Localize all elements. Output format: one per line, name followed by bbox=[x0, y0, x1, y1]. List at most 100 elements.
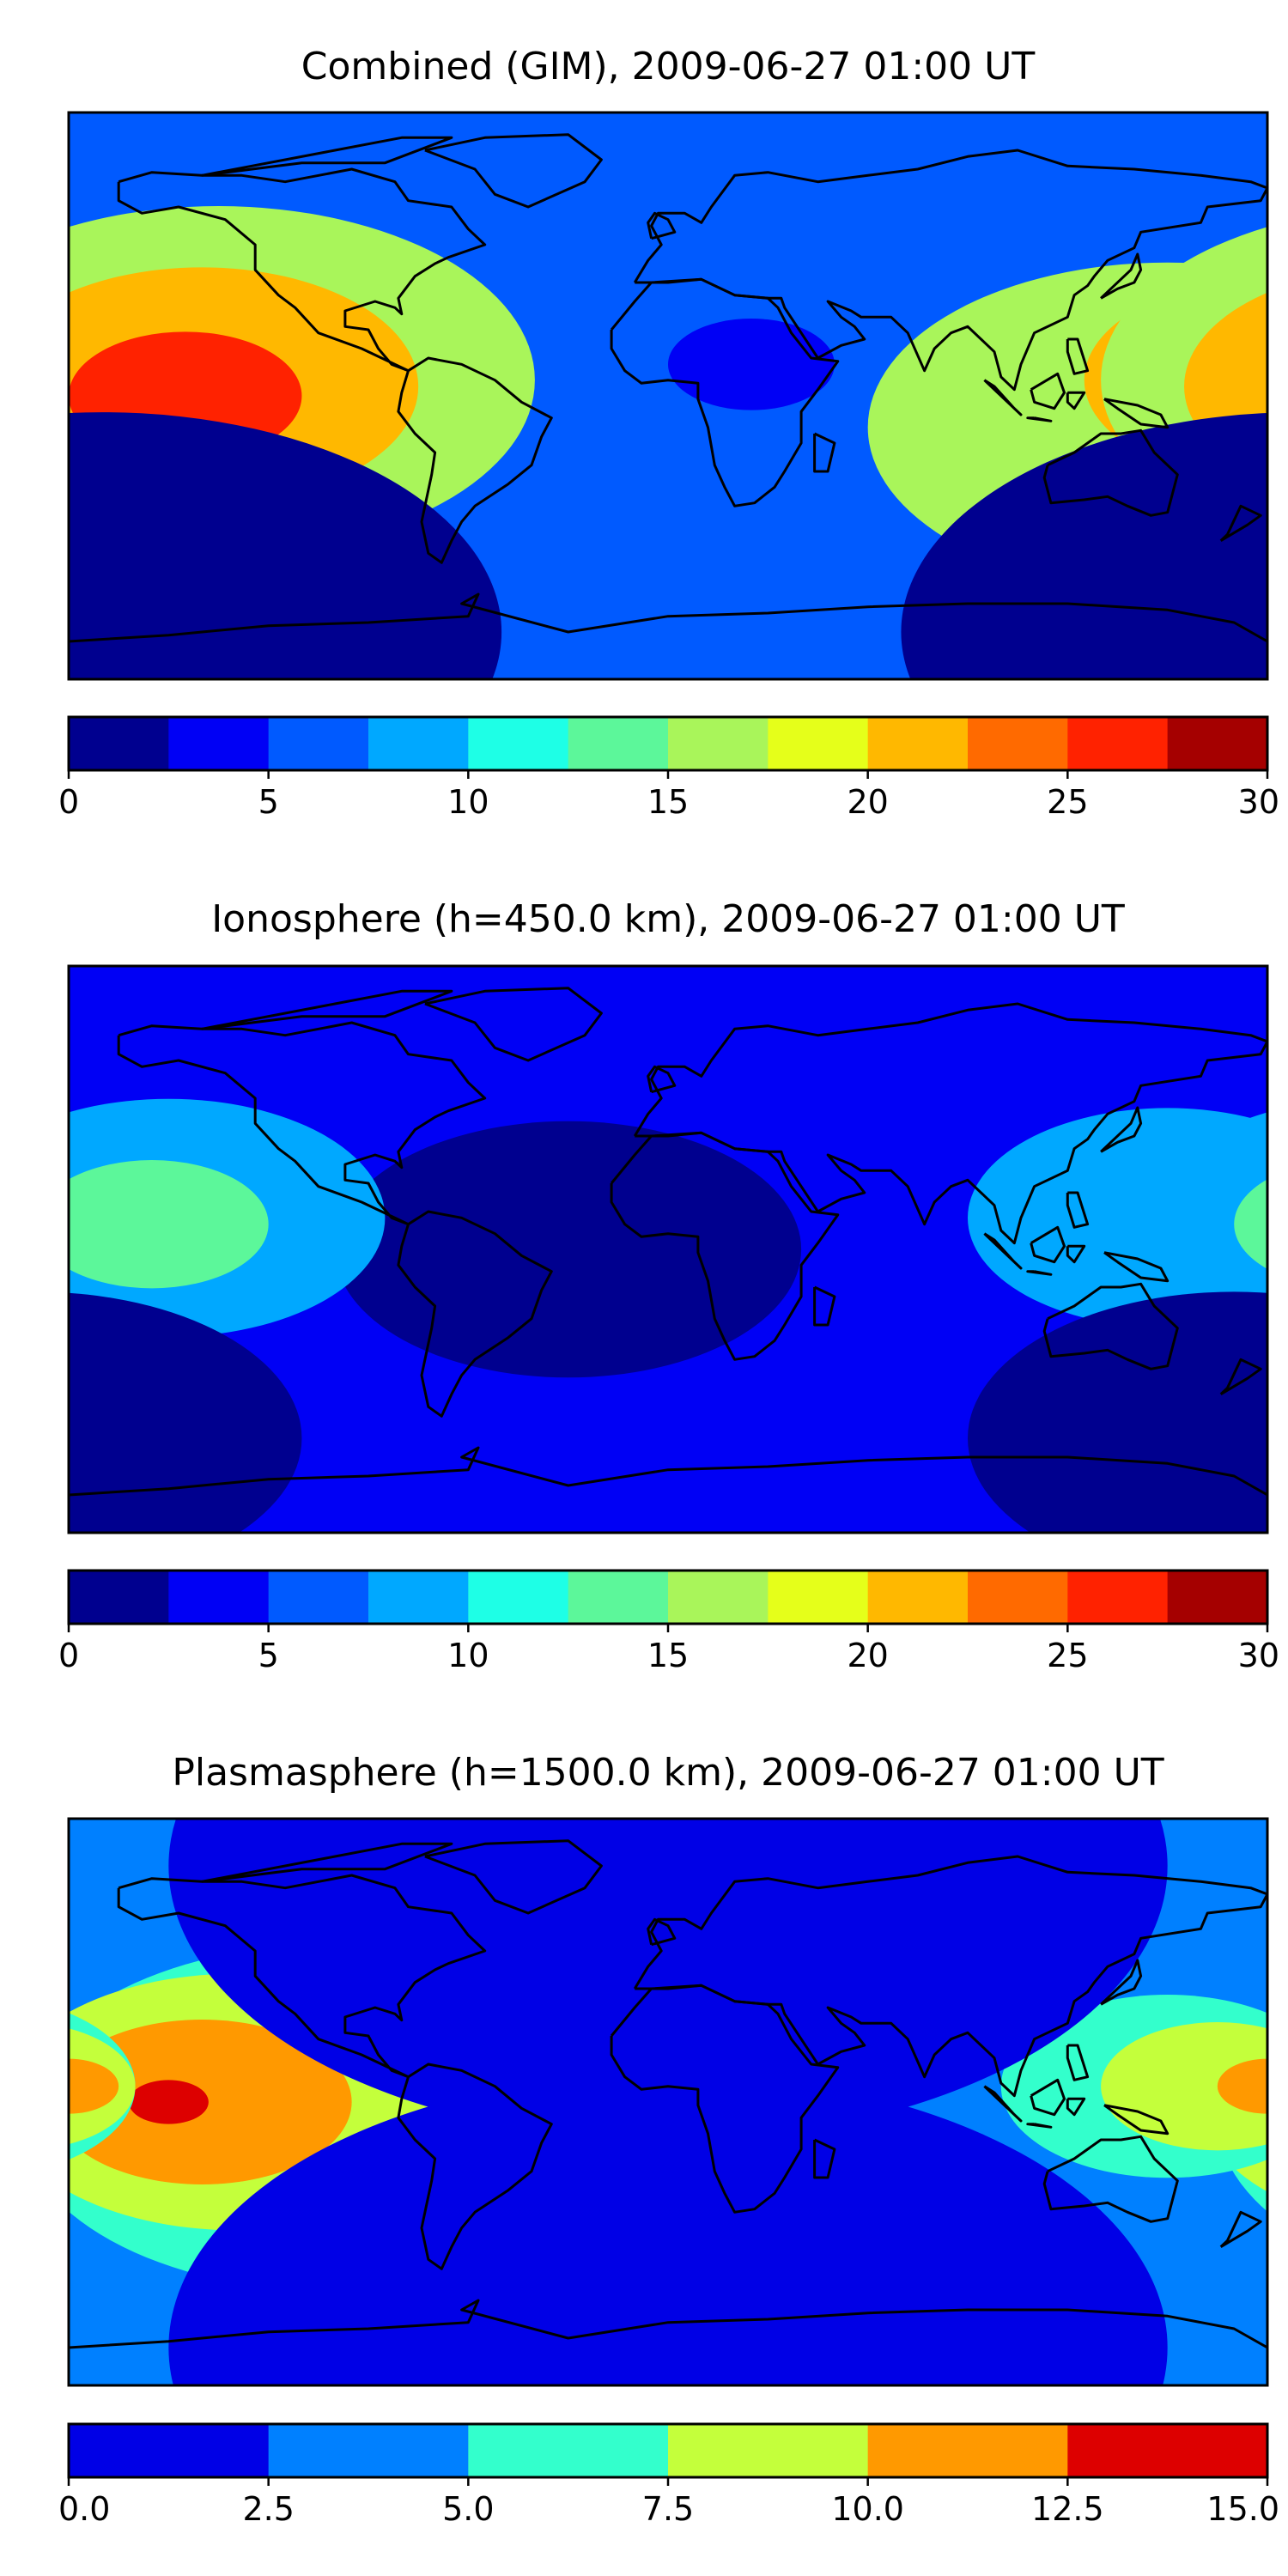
coastline bbox=[1066, 2097, 1086, 2117]
contour-region bbox=[69, 2020, 352, 2184]
coastline bbox=[1103, 2104, 1170, 2136]
colorbar-segment bbox=[69, 717, 169, 770]
contour-region bbox=[1267, 331, 1288, 459]
coastline bbox=[1100, 252, 1143, 300]
colorbar-tick-label: 0 bbox=[58, 783, 79, 821]
coastline bbox=[201, 989, 453, 1030]
colorbar-segment bbox=[668, 1571, 769, 1624]
panel-2: Ionosphere (h=450.0 km), 2009-06-27 01:0… bbox=[58, 897, 1279, 1674]
colorbar-tick-label: 15 bbox=[647, 1637, 689, 1674]
coastline bbox=[1219, 1358, 1262, 1395]
coastline bbox=[647, 1917, 677, 1947]
colorbar-segment bbox=[69, 2424, 270, 2477]
colorbar: 0 5 10 15 20 25 30 bbox=[58, 1569, 1279, 1674]
coastline bbox=[1066, 1244, 1086, 1264]
colorbar-segment bbox=[968, 717, 1068, 770]
colorbar-tick-label: 5.0 bbox=[442, 2490, 494, 2528]
colorbar-segment bbox=[768, 717, 869, 770]
coastline bbox=[1066, 337, 1090, 375]
coastline bbox=[610, 1131, 840, 1361]
coastline bbox=[69, 1446, 1267, 1497]
colorbar-segment bbox=[268, 1571, 369, 1624]
contour-region bbox=[69, 1292, 302, 1533]
contour-region bbox=[69, 2058, 119, 2114]
colorbar-tick-label: 10 bbox=[447, 1637, 489, 1674]
colorbar-segment bbox=[168, 1571, 270, 1624]
colorbar-segment bbox=[468, 1571, 569, 1624]
colorbar-tick-label: 30 bbox=[1238, 1637, 1279, 1674]
coastline bbox=[647, 211, 677, 240]
contour-region bbox=[668, 319, 835, 410]
coastline bbox=[117, 1021, 487, 1226]
coastline bbox=[1103, 398, 1170, 429]
colorbar-segment bbox=[867, 717, 969, 770]
colorbar-segment bbox=[268, 2424, 469, 2477]
contour-region bbox=[1101, 2022, 1267, 2151]
coastline bbox=[69, 592, 1267, 643]
coastline bbox=[813, 2138, 836, 2179]
colorbar-segment bbox=[668, 2424, 869, 2477]
coastline bbox=[1066, 1191, 1090, 1229]
contour-region bbox=[1151, 1112, 1267, 1324]
coastline bbox=[117, 1874, 487, 2079]
coastline bbox=[424, 133, 603, 209]
map-area bbox=[69, 1819, 1267, 2385]
coastline bbox=[1026, 2123, 1053, 2129]
colorbar-tick-label: 20 bbox=[847, 783, 888, 821]
contour-region bbox=[69, 412, 501, 679]
colorbar-segment bbox=[1067, 1571, 1169, 1624]
coastline bbox=[1042, 2135, 1179, 2223]
contour-region bbox=[335, 1121, 802, 1378]
colorbar-segment bbox=[168, 717, 270, 770]
colorbar: 0 5 10 15 20 25 30 bbox=[58, 715, 1279, 821]
colorbar-segment bbox=[867, 1571, 969, 1624]
colorbar-segment bbox=[768, 1571, 869, 1624]
colorbar-segment bbox=[268, 717, 369, 770]
coastline bbox=[397, 1210, 553, 1418]
colorbar-segment bbox=[468, 717, 569, 770]
colorbar-segment bbox=[968, 1571, 1068, 1624]
colorbar-tick-label: 5 bbox=[258, 783, 279, 821]
coastline bbox=[397, 2063, 553, 2270]
colorbar-segment bbox=[1167, 717, 1268, 770]
colorbar-segment bbox=[1067, 717, 1169, 770]
coastline bbox=[1100, 1959, 1143, 2006]
coastlines bbox=[69, 987, 1267, 1497]
coastline bbox=[201, 1842, 453, 1883]
coastline bbox=[1026, 1270, 1053, 1276]
colorbar-segment bbox=[368, 1571, 469, 1624]
map-frame bbox=[67, 1817, 1269, 2387]
map-frame bbox=[67, 964, 1269, 1534]
contour-region bbox=[168, 2073, 1168, 2385]
colorbar-tick-label: 2.5 bbox=[242, 2490, 294, 2528]
contour-region bbox=[968, 1291, 1267, 1533]
map-area bbox=[69, 966, 1267, 1533]
coastline bbox=[813, 1285, 836, 1327]
coastline bbox=[633, 1002, 1267, 1245]
colorbar-tick-label: 20 bbox=[847, 1637, 888, 1674]
coastline bbox=[633, 1855, 1267, 2098]
panel-1: Combined (GIM), 2009-06-27 01:00 UT 0 5 10 1… bbox=[58, 45, 1288, 821]
colorbar-tick-label: 30 bbox=[1238, 783, 1279, 821]
panel-title: Ionosphere (h=450.0 km), 2009-06-27 01:0… bbox=[211, 897, 1125, 941]
contour-region bbox=[1234, 1179, 1267, 1269]
colorbar-segment bbox=[69, 1571, 169, 1624]
colorbar-segment bbox=[867, 2424, 1068, 2477]
colorbar-tick-label: 5 bbox=[258, 1637, 279, 1674]
colorbar-tick-label: 12.5 bbox=[1031, 2490, 1104, 2528]
coastline bbox=[983, 379, 1023, 416]
coastline bbox=[1026, 416, 1053, 422]
coastline bbox=[117, 167, 487, 373]
colorbar-segment bbox=[568, 717, 669, 770]
coastline bbox=[1066, 391, 1086, 410]
coastline bbox=[1030, 2078, 1066, 2117]
coastlines bbox=[69, 133, 1267, 643]
colorbar-segment bbox=[668, 717, 769, 770]
coastline bbox=[1219, 2210, 1262, 2248]
contour-region bbox=[69, 1160, 269, 1289]
colorbar-tick-label: 15.0 bbox=[1206, 2490, 1279, 2528]
coastline bbox=[201, 136, 453, 177]
coastline bbox=[397, 356, 553, 564]
panel-3: Plasmasphere (h=1500.0 km), 2009-06-27 0… bbox=[58, 1751, 1279, 2528]
contour-region bbox=[128, 2080, 209, 2124]
